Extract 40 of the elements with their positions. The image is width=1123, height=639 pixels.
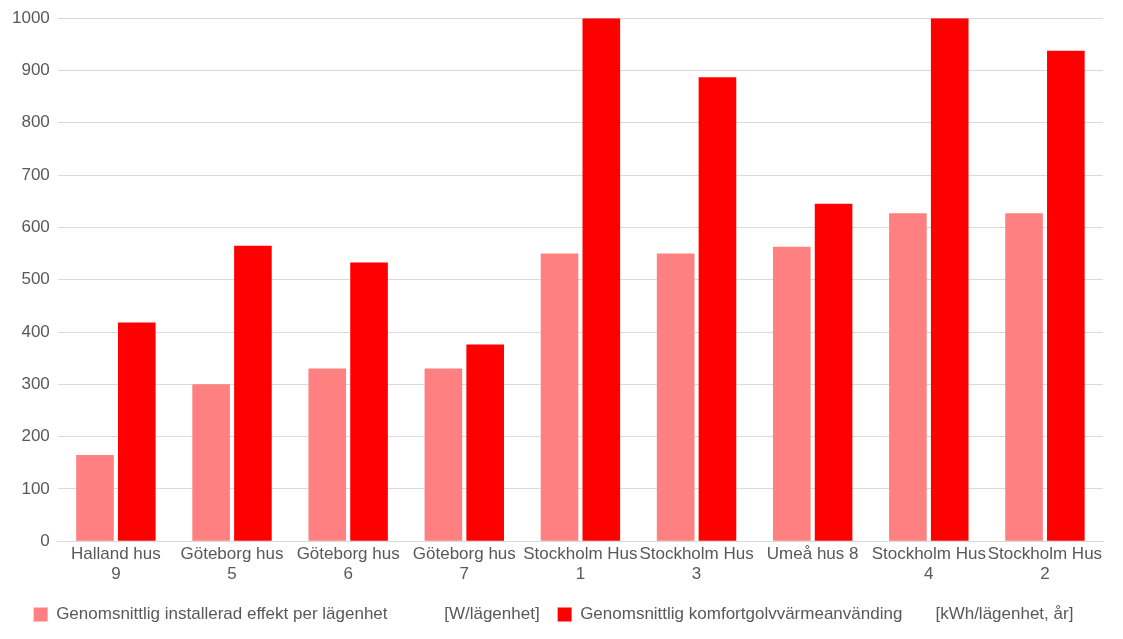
bar <box>582 18 621 541</box>
bar <box>1047 50 1085 541</box>
y-tick-label: 100 <box>21 478 50 498</box>
bar <box>350 262 388 541</box>
y-tick-label: 500 <box>21 269 50 289</box>
x-tick-label: Stockholm Hus 2 <box>987 544 1103 584</box>
bar <box>308 368 347 541</box>
y-tick-label: 700 <box>21 164 50 184</box>
bar <box>424 368 463 541</box>
x-tick-label: Umeå hus 8 <box>766 544 859 564</box>
bar <box>466 344 504 541</box>
x-tick-label: Stockholm Hus 4 <box>871 544 986 584</box>
y-tick-label: 900 <box>21 60 50 80</box>
y-tick-label: 800 <box>21 112 50 132</box>
bar <box>540 253 579 541</box>
legend-label: Genomsnittlig installerad effekt per lägenhet [W/lägenhet] <box>56 604 540 624</box>
x-tick-label: Göteborg hus 6 <box>296 544 400 584</box>
y-tick-label: 300 <box>21 373 50 393</box>
x-tick-label: Göteborg hus 5 <box>180 544 284 584</box>
y-tick-label: 1000 <box>11 7 50 27</box>
bar <box>889 213 927 541</box>
bar <box>930 18 969 541</box>
x-tick-label: Göteborg hus 7 <box>412 544 516 584</box>
bar <box>192 384 230 541</box>
bar <box>117 322 156 541</box>
y-tick-label: 0 <box>40 530 50 550</box>
legend-label: Genomsnittlig komfortgolvvärmeanvänding [kWh/lägenhet, år] <box>580 604 1074 624</box>
bar <box>234 245 272 541</box>
x-tick-label: Stockholm Hus 3 <box>639 544 754 584</box>
y-tick-label: 600 <box>21 217 50 237</box>
y-tick-label: 200 <box>21 426 50 446</box>
bar <box>772 246 811 541</box>
bar <box>1005 213 1043 541</box>
bar <box>76 454 114 541</box>
y-tick-label: 400 <box>21 321 50 341</box>
x-tick-label: Halland hus 9 <box>70 544 161 584</box>
bar <box>814 203 853 541</box>
bar <box>698 77 737 541</box>
bar <box>656 253 695 541</box>
x-tick-label: Stockholm Hus 1 <box>523 544 638 584</box>
